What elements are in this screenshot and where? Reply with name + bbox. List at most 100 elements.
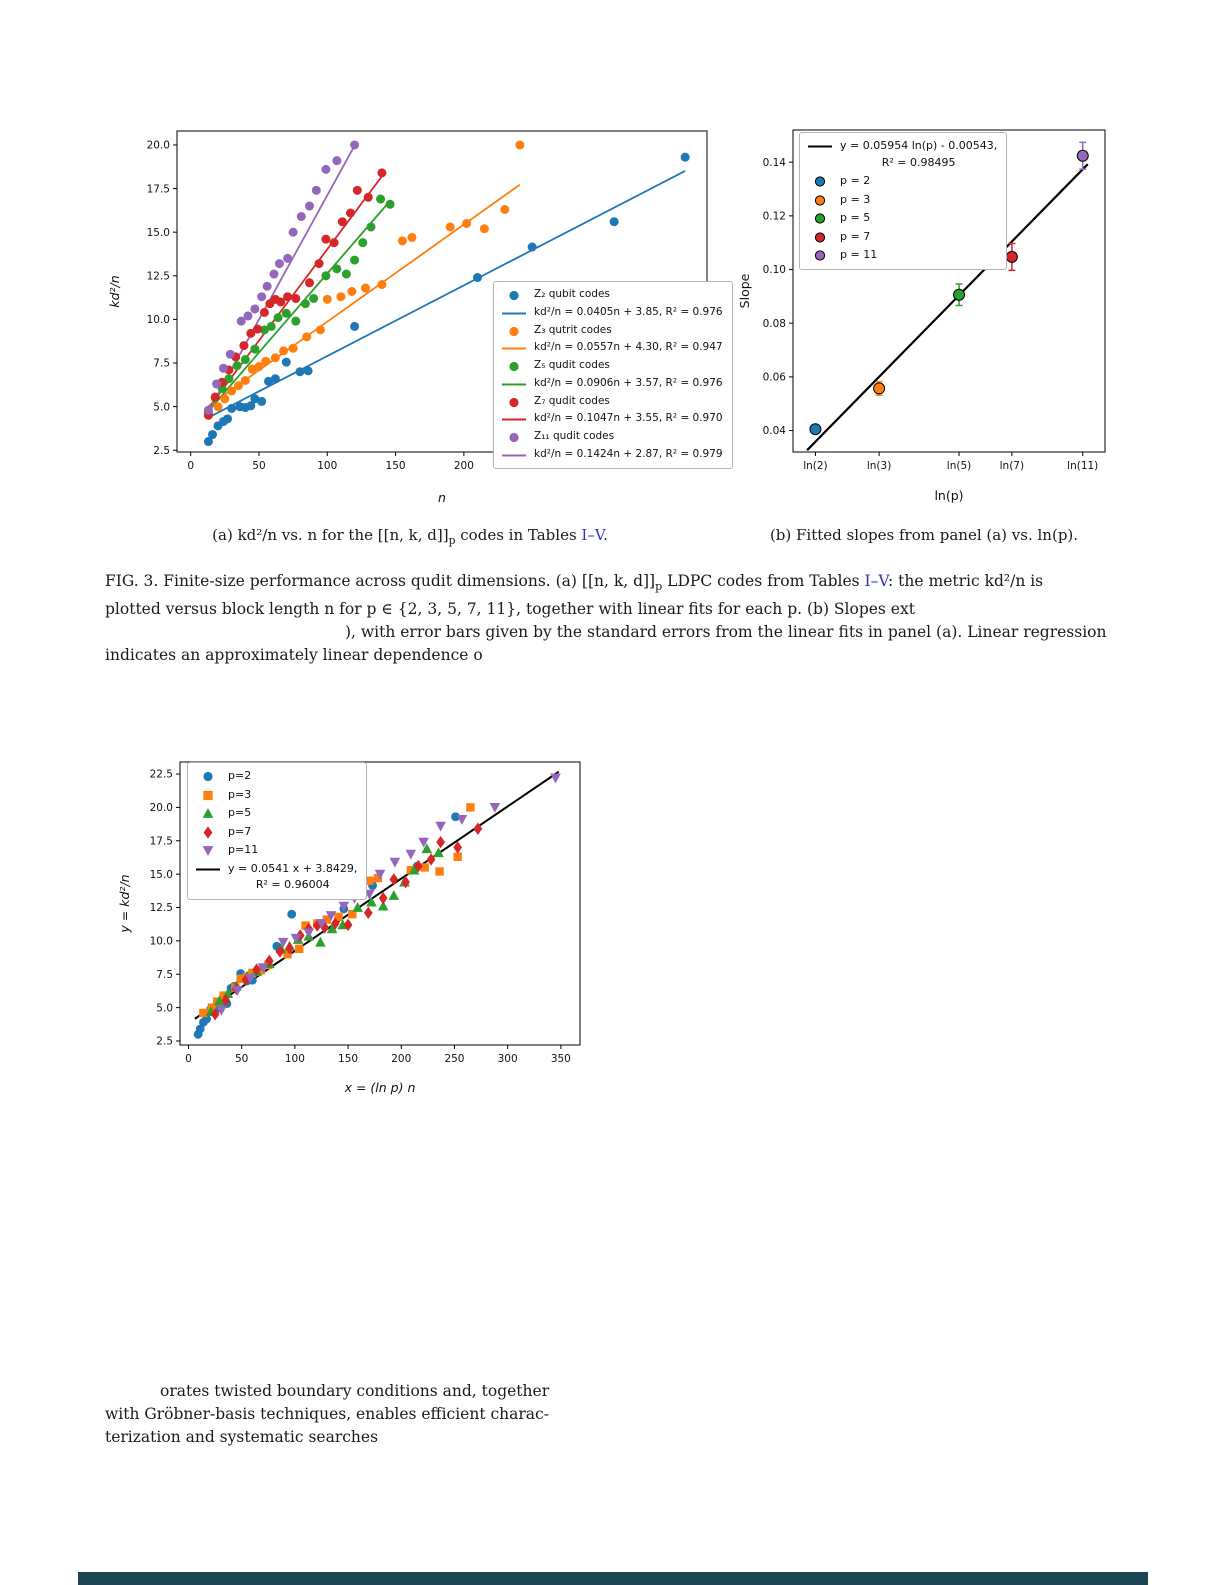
fit-line (207, 183, 521, 407)
data-point (363, 906, 373, 920)
data-point (361, 283, 371, 293)
body-line3: terization and systematic searches (105, 1428, 379, 1446)
data-point (435, 867, 444, 876)
data-point (326, 923, 338, 934)
data-point (352, 185, 362, 195)
panel-b-legend: y = 0.05954 ln(p) - 0.00543, R² = 0.98495… (799, 132, 1008, 270)
data-point (270, 353, 280, 363)
data-point (302, 332, 312, 342)
data-point (202, 846, 214, 857)
data-point (462, 218, 472, 228)
y-tick-label: 2.5 (153, 445, 170, 457)
legend-entry: p = 7 (807, 229, 997, 246)
y-tick-label: 7.5 (156, 969, 173, 981)
legend-circle-icon (501, 430, 527, 444)
data-point (814, 250, 826, 261)
legend-entry: kd²/n = 0.0405n + 3.85, R² = 0.976 (501, 305, 723, 321)
data-point (277, 937, 289, 948)
data-point (244, 973, 256, 984)
data-point (203, 405, 213, 415)
figure-caption: FIG. 3. Finite-size performance across q… (105, 570, 1117, 667)
data-point (509, 361, 519, 372)
legend-entry: y = 0.05954 ln(p) - 0.00543, R² = 0.98495 (807, 138, 997, 171)
data-point (348, 909, 357, 919)
figcap-line2: plotted versus block length n for p ∈ {2… (105, 600, 915, 619)
legend-entry: kd²/n = 0.1047n + 3.55, R² = 0.970 (501, 411, 723, 427)
data-point (314, 259, 324, 269)
data-point (273, 313, 283, 323)
legend-line-icon (501, 341, 527, 355)
data-point (358, 238, 368, 248)
x-tick-label: 0 (185, 1053, 192, 1065)
data-point (377, 900, 389, 911)
data-point (276, 297, 286, 307)
plot-frame (792, 129, 1106, 453)
data-point (350, 140, 360, 150)
data-point (195, 1024, 205, 1034)
x-tick-label: ln(3) (867, 460, 891, 472)
collapse-figure: 0 50 100 150 200 250 300 350 2.5 5.0 7.5 10.0 12.5 15… (115, 752, 595, 1100)
legend-circle-icon (807, 248, 833, 262)
legend-label: Z₁₁ qudit codes (534, 430, 615, 442)
data-point (814, 213, 826, 224)
data-point (279, 346, 289, 356)
legend-label: p = 5 (840, 211, 871, 224)
tables-link-caption[interactable]: I–V (864, 572, 889, 590)
data-point (250, 344, 260, 354)
legend-line-icon (195, 862, 221, 876)
body-paragraph: orates twisted boundary conditions and, … (105, 1380, 610, 1449)
data-point (550, 773, 561, 784)
data-point (377, 168, 387, 178)
data-point (257, 292, 267, 302)
legend-square-icon (195, 788, 221, 802)
fit-line (207, 200, 391, 412)
data-point (250, 304, 260, 314)
legend-diamond-icon (195, 825, 221, 839)
data-point (305, 201, 314, 211)
legend-label: p=3 (228, 787, 252, 801)
x-axis-label: ln(p) (934, 488, 963, 503)
fit-line (806, 163, 1089, 451)
data-point (315, 325, 325, 335)
data-point (281, 308, 291, 318)
data-point (281, 357, 291, 367)
data-point (509, 397, 519, 407)
x-tick-label: ln(7) (1000, 460, 1024, 472)
data-point (345, 208, 355, 218)
data-point (261, 356, 271, 366)
data-point (376, 194, 386, 204)
x-tick-label: ln(2) (803, 460, 827, 472)
legend-entry: p = 3 (807, 192, 997, 209)
data-point (213, 402, 223, 412)
legend-line-icon (501, 377, 527, 391)
x-tick-label: ln(5) (947, 460, 971, 472)
data-point (227, 403, 237, 413)
data-point (247, 364, 257, 374)
data-point (337, 217, 347, 227)
data-point (453, 841, 463, 854)
data-point (408, 864, 420, 875)
y-tick-label: 20.0 (150, 802, 173, 814)
legend-label: Z₃ qutrit codes (534, 323, 612, 336)
tables-link-a[interactable]: I–V (581, 526, 604, 544)
x-tick-label: ln(11) (1067, 460, 1098, 472)
data-point (203, 825, 213, 839)
data-point (363, 192, 373, 202)
data-point (203, 771, 213, 782)
data-point (609, 217, 619, 227)
data-point (216, 1005, 227, 1016)
y-tick-label: 0.12 (763, 211, 786, 223)
caption-a: (a) kd²/n vs. n for the [[n, k, d]]p cod… (105, 526, 715, 547)
data-point (203, 437, 213, 447)
legend-label: p = 11 (840, 248, 878, 261)
data-point (338, 901, 350, 912)
data-point (377, 280, 387, 290)
y-tick-label: 17.5 (147, 183, 170, 195)
data-point (294, 944, 304, 954)
legend-entry: p = 2 (807, 173, 997, 190)
data-point (433, 847, 444, 858)
data-point (283, 253, 293, 263)
footer-bar (78, 1572, 1148, 1585)
data-point (332, 156, 342, 166)
figcap-l1-post: : the metric kd²/n is (888, 572, 1044, 590)
